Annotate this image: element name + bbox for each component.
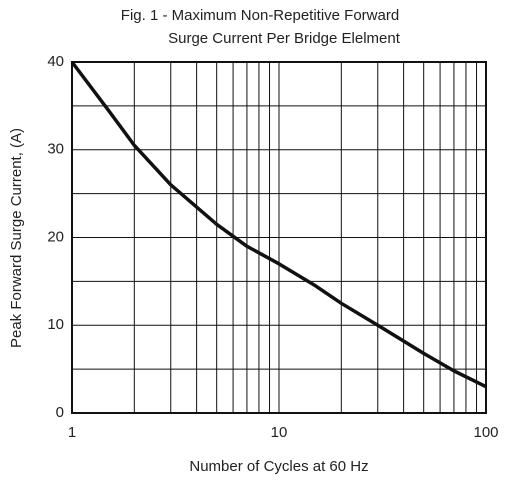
data-line (70, 60, 487, 389)
y-tick-label: 20 (47, 228, 64, 245)
y-tick-label: 0 (56, 404, 64, 421)
y-tick-label: 10 (47, 316, 64, 333)
y-axis-label: Peak Forward Surge Current, (A) (8, 128, 25, 348)
chart-title: Surge Current Per Bridge Elelment (168, 30, 401, 47)
x-tick-label: 1 (68, 424, 76, 441)
plot-frame (71, 61, 487, 414)
x-tick-label: 10 (271, 424, 288, 441)
x-tick-label: 100 (473, 424, 498, 441)
y-tick-label: 30 (47, 141, 64, 158)
y-tick-label: 40 (47, 53, 64, 70)
chart-title: Fig. 1 - Maximum Non-Repetitive Forward (121, 7, 399, 24)
x-axis-label: Number of Cycles at 60 Hz (189, 458, 368, 475)
